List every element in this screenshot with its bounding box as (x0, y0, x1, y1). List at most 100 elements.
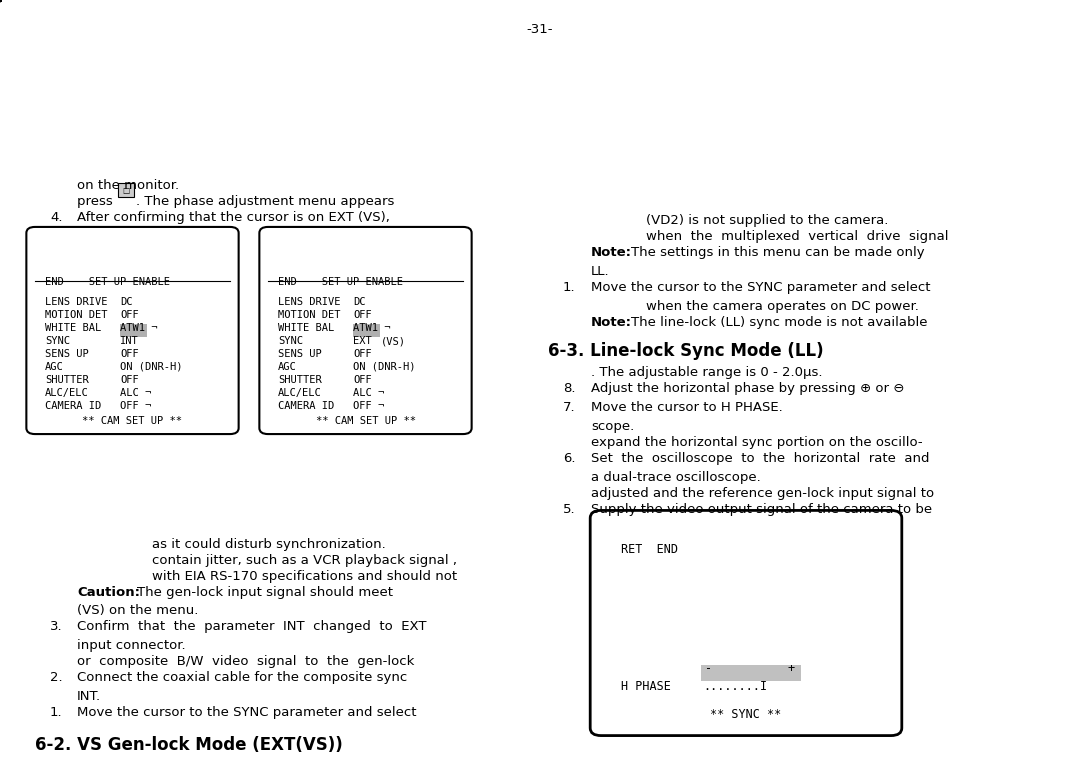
Text: 1.: 1. (563, 281, 576, 294)
Text: Confirm  that  the  parameter  INT  changed  to  EXT: Confirm that the parameter INT changed t… (77, 620, 427, 633)
Text: END    SET UP ENABLE: END SET UP ENABLE (45, 277, 170, 287)
Text: ATW1 ¬: ATW1 ¬ (353, 323, 391, 333)
Bar (353, 324, 380, 337)
Text: ALC ¬: ALC ¬ (353, 388, 384, 398)
Text: LL.: LL. (591, 265, 609, 278)
Text: 3.: 3. (50, 620, 63, 633)
Text: SHUTTER: SHUTTER (278, 375, 322, 385)
Text: Caution:: Caution: (77, 586, 140, 599)
Text: Connect the coaxial cable for the composite sync: Connect the coaxial cable for the compos… (77, 671, 407, 684)
FancyBboxPatch shape (26, 227, 239, 434)
Text: or  composite  B/W  video  signal  to  the  gen-lock: or composite B/W video signal to the gen… (77, 655, 415, 668)
Text: AGC: AGC (45, 362, 64, 372)
Text: input connector.: input connector. (77, 639, 186, 652)
Text: OFF ¬: OFF ¬ (120, 401, 151, 411)
Text: 6-2. VS Gen-lock Mode (EXT(VS)): 6-2. VS Gen-lock Mode (EXT(VS)) (35, 736, 342, 754)
Text: The settings in this menu can be made only: The settings in this menu can be made on… (631, 246, 924, 259)
Text: Adjust the horizontal phase by pressing ⊕ or ⊖: Adjust the horizontal phase by pressing … (591, 382, 904, 395)
Text: 8.: 8. (563, 382, 576, 395)
FancyBboxPatch shape (259, 227, 472, 434)
FancyBboxPatch shape (590, 510, 902, 735)
Text: SENS UP: SENS UP (45, 349, 89, 359)
Text: OFF: OFF (353, 375, 372, 385)
Text: EXT: EXT (353, 336, 372, 346)
Text: (VS) on the menu.: (VS) on the menu. (77, 604, 199, 617)
Text: . The phase adjustment menu appears: . The phase adjustment menu appears (136, 195, 394, 208)
FancyBboxPatch shape (118, 183, 134, 197)
Text: OFF: OFF (120, 310, 138, 320)
Text: OFF ¬: OFF ¬ (353, 401, 384, 411)
Text: +: + (787, 662, 794, 675)
Text: expand the horizontal sync portion on the oscillo-: expand the horizontal sync portion on th… (591, 436, 922, 449)
Text: DC: DC (120, 297, 133, 307)
Text: MOTION DET: MOTION DET (278, 310, 340, 320)
Text: The line-lock (LL) sync mode is not available: The line-lock (LL) sync mode is not avai… (631, 316, 928, 329)
Text: ** CAM SET UP **: ** CAM SET UP ** (82, 416, 183, 426)
Text: OFF: OFF (120, 349, 138, 359)
Text: . The adjustable range is 0 - 2.0μs.: . The adjustable range is 0 - 2.0μs. (591, 366, 823, 379)
Text: AGC: AGC (278, 362, 297, 372)
Text: 2.: 2. (50, 671, 63, 684)
Text: 6-3. Line-lock Sync Mode (LL): 6-3. Line-lock Sync Mode (LL) (548, 342, 824, 360)
Text: OFF: OFF (353, 310, 372, 320)
Text: ALC/ELC: ALC/ELC (278, 388, 322, 398)
Text: scope.: scope. (591, 420, 634, 433)
Text: press: press (77, 195, 117, 208)
Text: Note:: Note: (591, 246, 632, 259)
Bar (701, 665, 801, 681)
Text: □: □ (122, 186, 130, 195)
Text: SYNC: SYNC (278, 336, 303, 346)
Text: 1.: 1. (50, 706, 63, 719)
Text: OFF: OFF (120, 375, 138, 385)
Text: INT.: INT. (77, 690, 102, 703)
Text: (VS): (VS) (381, 336, 406, 346)
Text: Supply the video output signal of the camera to be: Supply the video output signal of the ca… (591, 503, 932, 516)
Text: a dual-trace oscilloscope.: a dual-trace oscilloscope. (591, 471, 760, 484)
Text: END    SET UP ENABLE: END SET UP ENABLE (278, 277, 403, 287)
Text: contain jitter, such as a VCR playback signal ,: contain jitter, such as a VCR playback s… (152, 554, 457, 567)
Text: ALC/ELC: ALC/ELC (45, 388, 89, 398)
Text: on the monitor.: on the monitor. (77, 179, 179, 192)
Text: CAMERA ID: CAMERA ID (45, 401, 102, 411)
Text: ** CAM SET UP **: ** CAM SET UP ** (315, 416, 416, 426)
Text: ** SYNC **: ** SYNC ** (711, 708, 782, 721)
Text: (VD2) is not supplied to the camera.: (VD2) is not supplied to the camera. (646, 214, 889, 227)
Text: DC: DC (353, 297, 365, 307)
Text: MOTION DET: MOTION DET (45, 310, 108, 320)
Bar (120, 324, 147, 337)
Text: Move the cursor to H PHASE.: Move the cursor to H PHASE. (591, 401, 783, 414)
Text: when the camera operates on DC power.: when the camera operates on DC power. (646, 300, 919, 313)
Text: H PHASE: H PHASE (621, 680, 671, 693)
Text: LENS DRIVE: LENS DRIVE (278, 297, 340, 307)
Text: 5.: 5. (563, 503, 576, 516)
Text: SYNC: SYNC (45, 336, 70, 346)
Text: The gen-lock input signal should meet: The gen-lock input signal should meet (137, 586, 393, 599)
Text: LENS DRIVE: LENS DRIVE (45, 297, 108, 307)
Text: when  the  multiplexed  vertical  drive  signal: when the multiplexed vertical drive sign… (646, 230, 948, 243)
Text: Set  the  oscilloscope  to  the  horizontal  rate  and: Set the oscilloscope to the horizontal r… (591, 452, 930, 465)
Text: -31-: -31- (527, 23, 553, 36)
Text: ........I: ........I (703, 680, 767, 693)
Text: 4.: 4. (50, 211, 63, 224)
Text: SHUTTER: SHUTTER (45, 375, 89, 385)
Text: as it could disturb synchronization.: as it could disturb synchronization. (152, 538, 386, 551)
Text: -: - (705, 662, 712, 675)
Text: ON (DNR-H): ON (DNR-H) (353, 362, 416, 372)
Text: CAMERA ID: CAMERA ID (278, 401, 334, 411)
Text: WHITE BAL: WHITE BAL (278, 323, 334, 333)
Text: Move the cursor to the SYNC parameter and select: Move the cursor to the SYNC parameter an… (591, 281, 931, 294)
Text: with EIA RS-170 specifications and should not: with EIA RS-170 specifications and shoul… (152, 570, 457, 583)
Text: adjusted and the reference gen-lock input signal to: adjusted and the reference gen-lock inpu… (591, 487, 934, 500)
Text: ATW1 ¬: ATW1 ¬ (120, 323, 158, 333)
Text: OFF: OFF (353, 349, 372, 359)
Text: ON (DNR-H): ON (DNR-H) (120, 362, 183, 372)
Text: 7.: 7. (563, 401, 576, 414)
Text: Move the cursor to the SYNC parameter and select: Move the cursor to the SYNC parameter an… (77, 706, 417, 719)
Text: ALC ¬: ALC ¬ (120, 388, 151, 398)
Text: After confirming that the cursor is on EXT (VS),: After confirming that the cursor is on E… (77, 211, 390, 224)
Text: WHITE BAL: WHITE BAL (45, 323, 102, 333)
Text: Note:: Note: (591, 316, 632, 329)
Text: 6.: 6. (563, 452, 576, 465)
Text: INT: INT (120, 336, 138, 346)
Text: RET  END: RET END (621, 543, 678, 556)
